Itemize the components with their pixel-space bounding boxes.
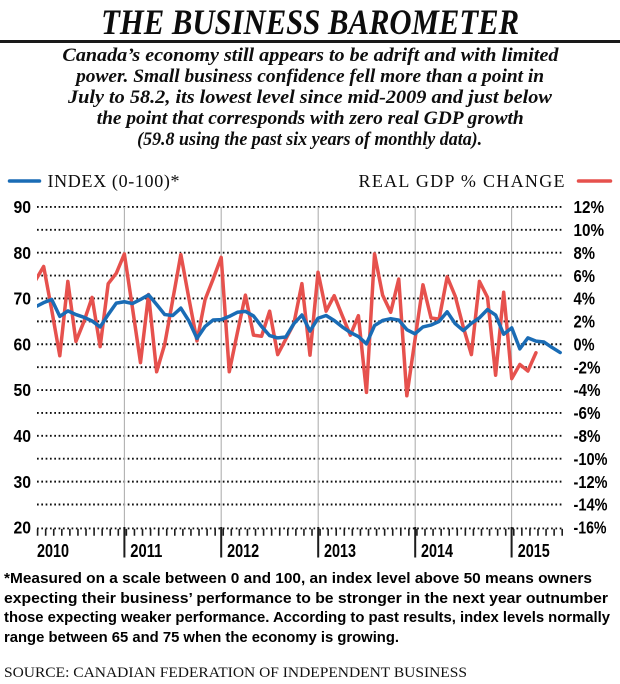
svg-text:70: 70 (14, 289, 32, 309)
svg-text:80: 80 (14, 243, 32, 263)
svg-text:-14%: -14% (574, 495, 608, 515)
svg-text:-6%: -6% (574, 403, 601, 423)
svg-text:6%: 6% (574, 266, 596, 286)
svg-text:2012: 2012 (227, 540, 259, 561)
svg-text:2010: 2010 (37, 540, 69, 561)
svg-text:2011: 2011 (130, 540, 162, 561)
svg-text:-4%: -4% (574, 380, 601, 400)
svg-text:INDEX (0-100)*: INDEX (0-100)* (48, 171, 180, 192)
svg-text:-16%: -16% (574, 518, 607, 538)
svg-text:8%: 8% (574, 243, 596, 263)
svg-text:-8%: -8% (574, 426, 601, 446)
svg-text:4%: 4% (574, 289, 596, 309)
svg-text:30: 30 (14, 472, 32, 492)
svg-text:40: 40 (14, 426, 32, 446)
svg-text:50: 50 (14, 380, 32, 400)
svg-text:20: 20 (14, 518, 32, 538)
svg-text:2014: 2014 (421, 540, 454, 561)
svg-text:0%: 0% (574, 334, 595, 354)
svg-text:2015: 2015 (518, 540, 550, 561)
svg-text:-10%: -10% (574, 449, 608, 469)
svg-text:12%: 12% (574, 197, 605, 217)
svg-text:-12%: -12% (574, 472, 608, 492)
svg-text:-2%: -2% (574, 357, 601, 377)
svg-text:60: 60 (14, 334, 32, 354)
svg-text:REAL GDP % CHANGE: REAL GDP % CHANGE (359, 171, 565, 191)
svg-text:2013: 2013 (324, 540, 356, 561)
svg-text:90: 90 (14, 197, 32, 217)
svg-text:10%: 10% (574, 220, 605, 240)
svg-text:2%: 2% (574, 312, 596, 332)
